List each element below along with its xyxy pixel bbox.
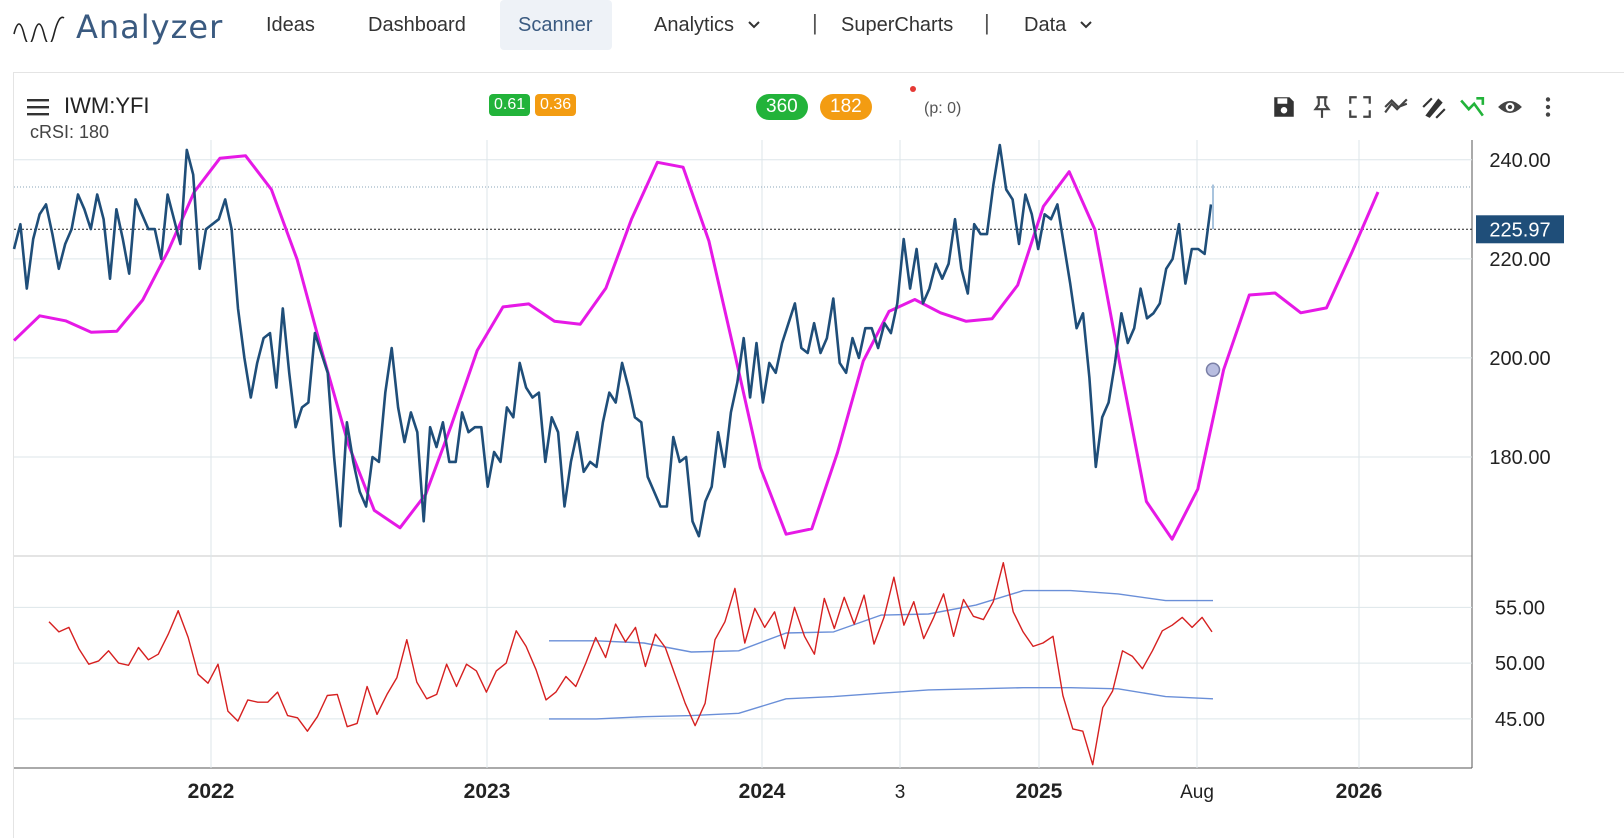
indicator-label: cRSI: 180 [30,122,110,142]
nav-analytics[interactable]: Analytics [654,0,762,50]
signal-icon[interactable] [1459,94,1485,120]
cycle-line [12,154,1380,541]
fullscreen-icon[interactable] [1347,94,1373,120]
x-tick-label: 2022 [188,780,235,803]
pin-icon[interactable] [1309,94,1335,120]
logo[interactable]: Analyzer [12,8,223,46]
nav-separator: | [812,10,818,35]
x-tick-label: 2024 [739,780,786,803]
hamburger-menu-icon[interactable] [27,98,51,116]
chevron-down-icon [748,21,760,29]
chart-grid [14,140,1473,769]
x-tick-label: 2026 [1336,780,1383,803]
badge-green: 0.61 [489,94,531,116]
chart-panel [13,72,1624,838]
x-tick-label: 2025 [1016,780,1063,803]
chevron-down-icon [1080,21,1092,29]
draw-tools-icon[interactable] [1421,94,1447,120]
nav-separator: | [984,10,990,35]
x-tick-label: Aug [1180,782,1214,803]
x-tick-label: 3 [895,782,906,803]
nav-data-label: Data [1024,13,1067,36]
p-count: (p: 0) [924,100,962,117]
nav-scanner[interactable]: Scanner [500,0,612,50]
price-line [12,143,1213,538]
upper-band-line [549,589,1213,653]
nav-data[interactable]: Data [1024,0,1094,50]
price-tag [1476,215,1564,244]
pill-orange: 182 [820,94,872,120]
series-layer [12,143,1380,766]
more-options-icon[interactable] [1535,94,1561,120]
rsi-tick-label: 50.00 [1495,653,1545,675]
axis-layer: 2022 2023 2024 3 2025 Aug 2026 240.00 220.00 200.… [188,150,1564,803]
nav-ideas[interactable]: Ideas [266,13,315,36]
y-tick-label: 180.00 [1489,447,1550,469]
symbol-title[interactable]: IWM:YFI [64,93,150,118]
cycle-marker [1205,362,1221,378]
x-tick-label: 2023 [464,780,511,803]
notification-dot [910,86,916,92]
nav-supercharts[interactable]: SuperCharts [841,13,954,36]
lower-band-line [549,687,1214,720]
eye-icon[interactable] [1497,94,1523,120]
y-tick-label: 200.00 [1489,348,1550,370]
rsi-tick-label: 45.00 [1495,709,1545,731]
trend-icon[interactable] [1383,94,1409,120]
wave-logo-icon [13,16,65,42]
logo-text: Analyzer [76,8,224,46]
badge-orange: 0.36 [535,94,577,116]
y-tick-label: 220.00 [1489,249,1550,271]
rsi-tick-label: 55.00 [1495,597,1545,619]
y-tick-label: 240.00 [1489,150,1550,172]
pill-green: 360 [756,94,808,120]
nav-analytics-label: Analytics [654,13,735,36]
nav-dashboard[interactable]: Dashboard [368,13,466,36]
save-icon[interactable] [1271,94,1297,120]
price-tag-label: 225.97 [1489,219,1550,241]
crsi-line [48,562,1213,766]
top-nav: Analyzer Ideas Dashboard Scanner Analyti… [0,0,1624,50]
